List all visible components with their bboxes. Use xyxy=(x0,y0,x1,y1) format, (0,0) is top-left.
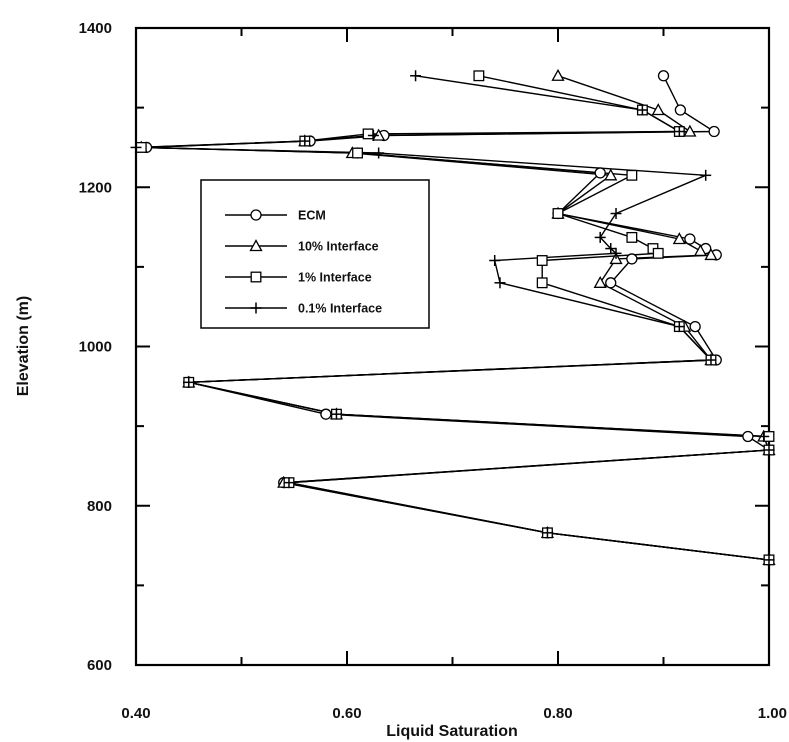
data-point-0-1-interface xyxy=(541,527,553,539)
legend-marker-0-1-interface xyxy=(250,302,262,314)
data-point-0-1-interface xyxy=(610,208,622,220)
data-point-1-interface xyxy=(362,128,374,140)
data-point-0-1-interface xyxy=(758,430,770,442)
data-point-10-interface xyxy=(551,68,565,81)
legend-label-10-interface: 10% Interface xyxy=(298,240,379,254)
data-point-1-interface xyxy=(652,247,664,259)
data-point-0-1-interface xyxy=(594,231,606,243)
data-point-10-interface xyxy=(651,103,665,116)
data-point-0-1-interface xyxy=(494,277,506,289)
data-point-0-1-interface xyxy=(605,243,617,255)
data-point-0-1-interface xyxy=(673,321,685,333)
data-point-ecm xyxy=(684,233,696,245)
data-point-10-interface xyxy=(672,232,686,245)
data-point-ecm xyxy=(626,253,638,265)
data-point-0-1-interface xyxy=(610,247,622,259)
data-point-0-1-interface xyxy=(299,135,311,147)
data-point-ecm xyxy=(657,70,670,82)
data-point-0-1-interface xyxy=(283,477,295,489)
legend-label-ecm: ECM xyxy=(298,209,326,223)
data-point-10-interface xyxy=(604,168,618,181)
y-tick-label: 1400 xyxy=(79,20,112,37)
y-axis-title: Elevation (m) xyxy=(15,296,32,396)
data-point-ecm xyxy=(605,277,617,289)
legend: ECM 10% Interface 1% Interface 0.1% Interfa… xyxy=(200,179,430,329)
legend-marker-ecm xyxy=(250,209,262,221)
legend-label-0-1-interface: 0.1% Interface xyxy=(298,302,382,316)
data-point-10-interface xyxy=(704,248,718,261)
plot-frame xyxy=(134,26,771,667)
data-point-0-1-interface xyxy=(763,444,775,456)
legend-box xyxy=(200,179,430,329)
data-point-1-interface xyxy=(626,169,638,181)
x-tick-label: 1.00 xyxy=(758,705,787,722)
data-point-ecm xyxy=(594,167,606,179)
y-tick-label: 800 xyxy=(87,498,112,515)
data-point-1-interface xyxy=(352,147,364,159)
axis-ticks: 0.40 0.60 0.80 1.00 600 800 1000 1200 1400 xyxy=(79,20,787,722)
data-point-1-interface xyxy=(626,231,638,243)
data-point-0-1-interface xyxy=(673,126,685,138)
y-tick-label: 1000 xyxy=(79,339,112,356)
data-point-0-1-interface xyxy=(410,70,422,82)
data-point-0-1-interface xyxy=(367,129,379,141)
data-point-1-interface xyxy=(536,277,548,289)
data-point-0-1-interface xyxy=(763,554,775,566)
x-tick-label: 0.80 xyxy=(543,705,572,722)
y-tick-label: 1200 xyxy=(79,179,112,196)
data-point-ecm xyxy=(674,104,687,116)
data-point-0-1-interface xyxy=(183,376,195,388)
data-point-1-interface xyxy=(473,70,485,82)
data-point-0-1-interface xyxy=(700,169,712,181)
legend-label-1-interface: 1% Interface xyxy=(298,271,372,285)
data-point-0-1-interface xyxy=(705,354,717,366)
x-axis-title: Liquid Saturation xyxy=(386,723,518,740)
data-point-0-1-interface xyxy=(373,147,385,159)
legend-marker-1-interface xyxy=(250,271,262,283)
x-tick-label: 0.60 xyxy=(332,705,361,722)
data-point-10-interface xyxy=(593,275,607,288)
y-tick-label: 600 xyxy=(87,657,112,674)
data-point-10-interface xyxy=(693,244,708,257)
data-point-ecm xyxy=(320,408,332,420)
data-point-ecm xyxy=(708,125,720,138)
data-point-0-1-interface xyxy=(636,104,648,116)
data-point-0-1-interface xyxy=(130,141,142,153)
data-point-ecm xyxy=(689,320,701,333)
legend-items: ECM 10% Interface 1% Interface 0.1% Interfa… xyxy=(225,209,382,316)
legend-marker-10-interface xyxy=(249,239,263,252)
data-point-0-1-interface xyxy=(330,408,342,420)
series-markers xyxy=(130,68,776,566)
x-tick-label: 0.40 xyxy=(121,705,150,722)
data-point-ecm xyxy=(742,430,754,443)
data-point-0-1-interface xyxy=(489,255,501,267)
data-point-1-interface xyxy=(536,255,548,266)
data-point-10-interface xyxy=(683,124,697,137)
data-point-1-interface xyxy=(552,208,564,219)
